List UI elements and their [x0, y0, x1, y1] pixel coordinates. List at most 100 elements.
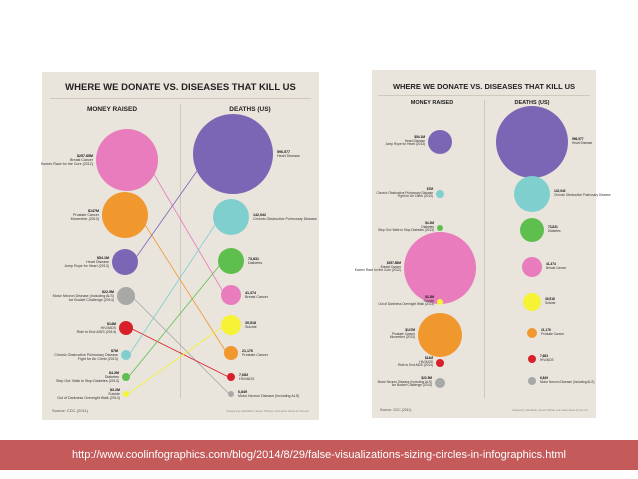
death-label-5: 21,176 Prostate Cancer [541, 328, 564, 336]
label-text: Komen Race for the Cure (2012) [40, 162, 93, 167]
money-label-2: $54.1M Heart Disease Jump Rope for Heart (… [64, 256, 109, 268]
infographic-title: WHERE WE DONATE VS. DISEASES THAT KILL U… [392, 82, 576, 91]
title-divider [50, 98, 311, 99]
infographic-title: WHERE WE DONATE VS. DISEASES THAT KILL U… [65, 82, 296, 93]
money-label-5: $7M Chronic Obstructive Pulmonary Disease… [54, 349, 118, 361]
source-note: Source: CDC (2011) [380, 408, 412, 412]
value-text: $22.9M [102, 290, 114, 294]
label-text: Step Out: Walk to Stop Diabetes (2013) [56, 379, 119, 384]
death-circle-4 [523, 293, 541, 311]
death-label-2: 73,831 Diabetes [248, 257, 262, 265]
death-circle-5 [527, 328, 537, 338]
label-text: Motor Neuron Disease (Including ALS) [52, 294, 114, 299]
money-label-1: $7M Chronic Obstructive Pulmonary Disease… [376, 187, 433, 199]
label-text: HIV/AIDS [419, 359, 433, 364]
label-text: HIV/AIDS [239, 377, 255, 382]
death-circle-0 [193, 114, 273, 194]
money-raised-header: MONEY RAISED [86, 106, 138, 113]
label-text: Movember (2013) [389, 335, 415, 340]
label-text: Heart Disease [572, 140, 593, 145]
money-label-7: $3.2M Suicide Out of Darkness Overnight Wa… [57, 388, 120, 400]
money-label-2: $4.2M Diabetes Step Out: Walk to Stop Diab… [378, 221, 434, 233]
death-circle-3 [221, 285, 241, 305]
money-label-6: $14M HIV/AIDS Ride to End AIDS (2014) [398, 356, 433, 368]
label-text: Prostate Cancer [242, 353, 268, 358]
death-label-6: 7,683 HIV/AIDS [239, 373, 254, 381]
money-circle-7 [123, 391, 129, 397]
label-text: Diabetes [248, 261, 263, 266]
label-text: Chronic Obstructive Pulmonary Disease [54, 353, 118, 358]
label-text: Fight for Air Climb (2013) [397, 194, 433, 199]
value-text: $4.2M [425, 221, 434, 225]
label-text: Jump Rope for Heart (2013) [385, 142, 425, 147]
money-raised-header: MONEY RAISED [410, 100, 454, 106]
value-text: $7M [111, 349, 118, 353]
label-text: Diabetes [104, 375, 119, 380]
value-text: $147M [88, 209, 99, 213]
credits-note: Designed by Julia Belluz, Steven Hoffman… [226, 410, 309, 413]
label-text: Movember (2013) [70, 217, 99, 222]
label-text: Suicide [423, 298, 434, 303]
death-label-0: 596,577 Heart Disease [572, 137, 593, 145]
label-text: Prostate Cancer [391, 331, 415, 336]
death-label-5: 21,176 Prostate Cancer [242, 349, 268, 357]
column-divider [484, 100, 485, 398]
label-text: Out of Darkness Overnight Walk (2013) [378, 302, 434, 307]
label-text: HIV/AIDS [540, 357, 554, 362]
value-text: 596,577 [277, 150, 290, 154]
label-text: Breast Cancer [546, 265, 567, 270]
money-circle-4 [119, 321, 133, 335]
death-circle-3 [522, 257, 542, 277]
value-text: 73,831 [248, 257, 259, 261]
label-text: Breast Cancer [70, 158, 93, 163]
label-text: Prostate Cancer [73, 213, 99, 218]
value-text: $14M [425, 356, 433, 360]
money-circle-6 [436, 359, 444, 367]
value-text: 7,683 [540, 354, 548, 358]
label-text: Chronic Obstructive Pulmonary Disease [554, 192, 611, 197]
connector-line-yellow [127, 324, 226, 395]
value-text: 41,374 [245, 291, 256, 295]
death-label-7: 6,849 Motor Neuron Disease (Including ALS… [238, 390, 299, 398]
value-text: 39,518 [245, 321, 256, 325]
label-text: Breast Cancer [380, 264, 401, 269]
label-text: Ice Bucket Challenge (2014) [391, 383, 432, 388]
death-label-4: 39,518 Suicide [245, 321, 257, 329]
infographic-original: WHERE WE DONATE VS. DISEASES THAT KILL U… [41, 72, 319, 420]
value-text: $4.2M [109, 371, 119, 375]
value-text: $147M [405, 328, 415, 332]
label-text: Motor Neuron Disease (Including ALS) [377, 379, 432, 384]
value-text: 142,942 [253, 213, 266, 217]
label-text: Diabetes [548, 228, 561, 233]
source-url-link[interactable]: http://www.coolinfographics.com/blog/201… [71, 449, 566, 461]
money-circle-2 [112, 249, 138, 275]
value-text: $14M [107, 322, 116, 326]
label-text: HIV/AIDS [100, 326, 116, 331]
value-text: 6,849 [238, 390, 247, 394]
death-label-3: 41,374 Breast Cancer [546, 262, 567, 270]
money-label-0: $257.85M Breast Cancer Komen Race for the … [41, 154, 93, 166]
label-text: Suicide [245, 325, 257, 330]
label-text: Fight for Air Climb (2013) [78, 357, 118, 362]
label-text: Ride to End AIDS (2014) [76, 330, 116, 335]
death-circle-6 [227, 373, 235, 381]
money-label-5: $147M Prostate Cancer Movember (2013) [389, 328, 415, 340]
death-label-1: 142,942 Chronic Obstructive Pulmonary Dis… [253, 213, 317, 221]
connector-line-green [128, 260, 224, 378]
label-text: Chronic Obstructive Pulmonary Disease [253, 217, 317, 222]
value-text: 7,683 [239, 373, 248, 377]
value-text: $3.2M [425, 295, 434, 299]
death-circle-1 [213, 199, 249, 235]
footer-bar: http://www.coolinfographics.com/blog/201… [0, 440, 638, 470]
source-note: Source: CDC (2011) [52, 408, 88, 413]
value-text: $22.9M [421, 376, 432, 380]
money-circle-3 [404, 232, 476, 304]
death-circle-7 [228, 391, 234, 397]
death-label-2: 73,831 Diabetes [548, 225, 561, 233]
money-label-0: $54.1M Heart Disease Jump Rope for Heart (… [385, 135, 425, 147]
deaths-header: DEATHS (US) [514, 100, 550, 106]
death-label-3: 41,374 Breast Cancer [245, 291, 268, 299]
money-circle-0 [96, 129, 158, 191]
label-text: Ice Bucket Challenge (2014) [68, 298, 114, 303]
value-text: $54.1M [414, 135, 425, 139]
